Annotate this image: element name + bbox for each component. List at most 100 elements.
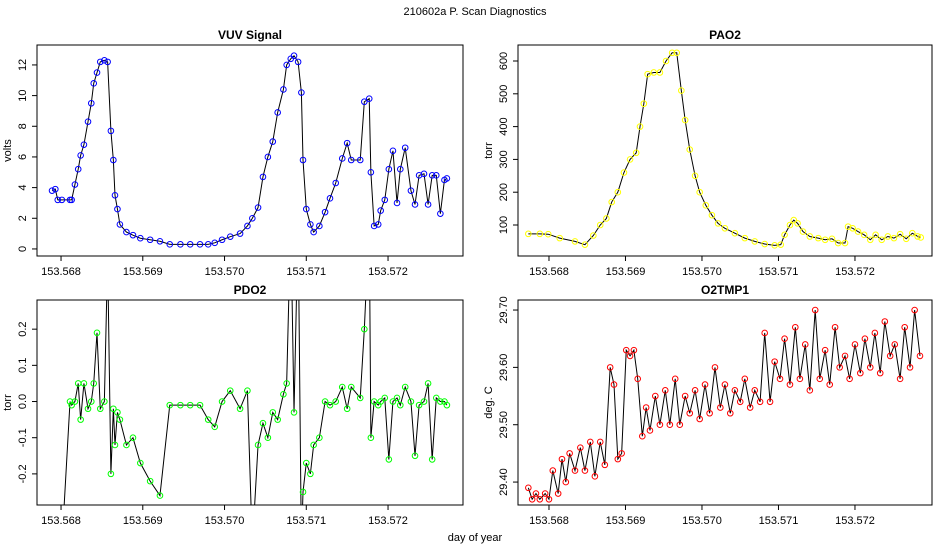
- y-tick-label: 4: [17, 185, 29, 191]
- data-point: [302, 205, 310, 213]
- data-point: [866, 236, 874, 244]
- data-point: [603, 215, 610, 222]
- plot-area: [525, 306, 924, 503]
- data-point: [411, 452, 419, 460]
- panel: PAO2 torr 153.568 153.569 153.570 153.571 153.…: [483, 28, 933, 278]
- data-point: [274, 416, 281, 423]
- data-point: [706, 409, 713, 417]
- data-point: [290, 409, 298, 416]
- y-tick-label: 6: [17, 154, 29, 160]
- data-point: [686, 409, 694, 417]
- data-point: [614, 188, 622, 196]
- y-tick-label: 400: [498, 117, 510, 135]
- data-point: [691, 172, 699, 180]
- data-point: [562, 478, 570, 486]
- data-point: [146, 236, 154, 244]
- data-point: [332, 179, 340, 187]
- data-point: [525, 230, 532, 238]
- data-point: [356, 394, 364, 402]
- data-point: [731, 387, 739, 394]
- y-tick-label: 29.60: [498, 354, 510, 382]
- data-point: [166, 241, 174, 248]
- data-point: [54, 196, 62, 204]
- data-point: [332, 398, 340, 405]
- data-point: [401, 144, 409, 152]
- data-point: [347, 156, 355, 164]
- panel-title: O2TMP1: [701, 283, 749, 297]
- data-point: [786, 221, 794, 229]
- data-point: [280, 390, 287, 398]
- data-point: [558, 455, 566, 463]
- data-point: [916, 352, 924, 360]
- data-point: [218, 398, 226, 405]
- data-point: [87, 398, 95, 405]
- panel-title: PDO2: [234, 283, 267, 297]
- data-point: [652, 392, 659, 400]
- data-point: [532, 490, 540, 497]
- data-point: [844, 223, 852, 230]
- data-point: [914, 233, 921, 240]
- panel: VUV Signal volts 153.568 153.569 153.570 153.…: [2, 28, 464, 278]
- data-point: [294, 58, 302, 66]
- x-tick-label: 153.569: [123, 515, 163, 527]
- data-point: [632, 149, 640, 157]
- data-point: [77, 416, 84, 423]
- data-point: [420, 398, 428, 405]
- panel-title: PAO2: [709, 28, 741, 42]
- data-line: [51, 54, 448, 245]
- x-tick-label: 153.571: [759, 515, 799, 527]
- page-title: 210602a P. Scan Diagnostics: [404, 6, 547, 18]
- y-tick-label: 300: [498, 150, 510, 168]
- data-point: [269, 409, 277, 416]
- data-point: [116, 221, 124, 228]
- data-point: [71, 181, 79, 188]
- y-tick-label: 29.70: [498, 296, 510, 324]
- x-tick-label: 153.568: [41, 515, 81, 527]
- data-point: [581, 241, 589, 248]
- data-point: [361, 98, 368, 106]
- data-point: [556, 234, 563, 242]
- data-point: [831, 323, 839, 331]
- data-point: [714, 220, 722, 227]
- data-point: [673, 49, 681, 57]
- x-tick-label: 153.569: [606, 515, 646, 527]
- data-point: [860, 231, 868, 239]
- data-point: [691, 387, 699, 394]
- data-point: [549, 467, 557, 474]
- data-point: [896, 375, 904, 383]
- data-point: [536, 230, 544, 238]
- data-point: [771, 358, 778, 365]
- data-point: [799, 228, 807, 235]
- data-point: [846, 375, 853, 383]
- data-point: [254, 204, 262, 211]
- data-line: [63, 300, 448, 505]
- data-point: [361, 325, 368, 333]
- data-point: [77, 152, 84, 159]
- x-tick-label: 153.570: [682, 266, 722, 278]
- x-tick-label: 153.570: [205, 266, 245, 278]
- y-axis-label: deg. C: [483, 386, 495, 418]
- data-point: [751, 238, 759, 245]
- data-point: [401, 383, 409, 391]
- data-point: [630, 346, 638, 354]
- data-point: [741, 375, 749, 383]
- data-point: [236, 405, 244, 413]
- data-point: [129, 434, 137, 442]
- data-point: [849, 224, 856, 232]
- data-point: [283, 61, 290, 69]
- data-point: [389, 147, 397, 155]
- x-tick-label: 153.570: [205, 515, 245, 527]
- plot-frame: [36, 299, 464, 506]
- data-point: [84, 118, 92, 125]
- data-point: [781, 231, 788, 239]
- data-point: [851, 341, 859, 348]
- data-point: [389, 398, 397, 405]
- data-point: [310, 228, 317, 236]
- data-point: [299, 156, 307, 164]
- data-point: [407, 187, 415, 194]
- data-point: [274, 109, 281, 116]
- x-axis-label: day of year: [448, 532, 503, 544]
- panel: PDO2 torr 153.568 153.569 153.570 153.571 153.…: [2, 283, 464, 527]
- data-point: [244, 387, 251, 394]
- data-point: [381, 394, 389, 402]
